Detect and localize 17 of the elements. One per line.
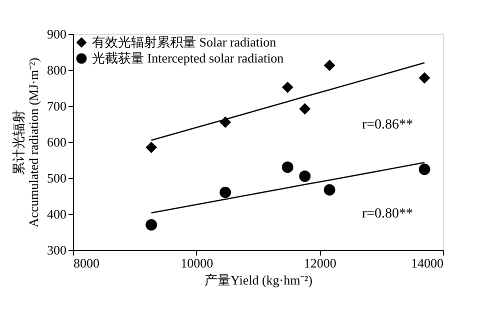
x-axis-title: 产量Yield (kg·hm⁻²) (204, 272, 312, 288)
x-tick-label: 14000 (411, 256, 444, 270)
y-tick-label: 900 (47, 26, 66, 42)
y-tick-label: 400 (47, 206, 66, 222)
legend-label: 有效光辐射累积量 Solar radiation (92, 34, 277, 50)
y-tick-label: 800 (47, 62, 66, 78)
x-tick-label: 12000 (304, 256, 336, 270)
y-tick-label: 700 (47, 98, 66, 114)
y-tick-label: 500 (47, 170, 66, 186)
legend-label: 光截获量 Intercepted solar radiation (92, 50, 284, 66)
x-tick-label: 8000 (74, 256, 100, 270)
annotation: r=0.86** (362, 118, 414, 133)
x-tick-label: 10000 (180, 256, 214, 270)
y-tick-label: 600 (47, 134, 66, 150)
annotation: r=0.80** (362, 206, 414, 222)
y-axis-title: 累计光辐射 Accumulated radiation (MJ·m⁻²) (11, 58, 41, 228)
y-tick-label: 300 (47, 242, 66, 258)
